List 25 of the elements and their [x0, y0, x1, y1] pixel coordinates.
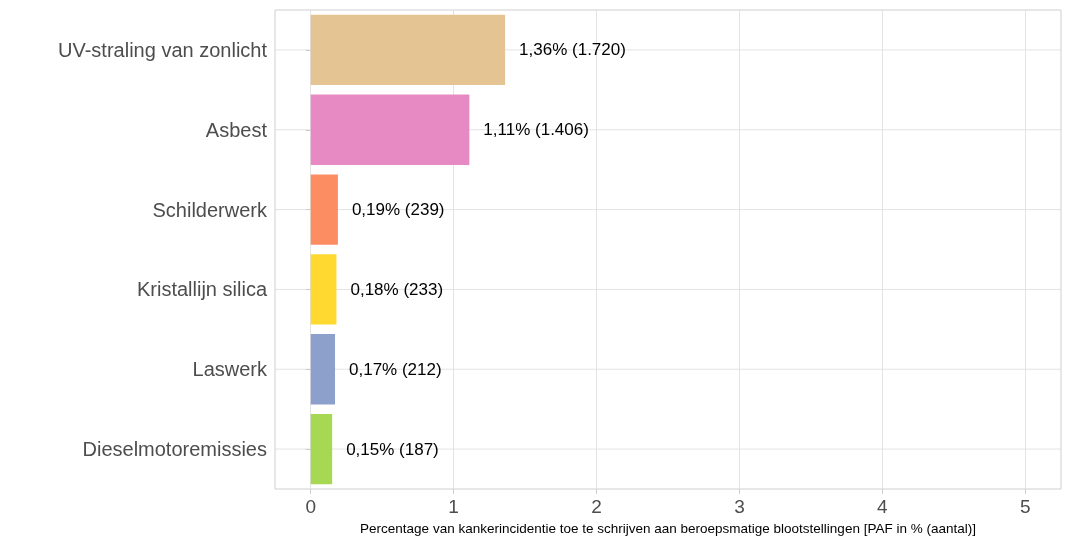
bar	[310, 14, 506, 86]
data-label: 0,19% (239)	[351, 200, 445, 220]
y-tick-label: Asbest	[205, 118, 268, 141]
y-tick-label: Kristallijn silica	[136, 278, 268, 301]
y-tick-label: Dieselmotoremissies	[82, 438, 267, 461]
bar	[310, 413, 333, 485]
x-tick-label: 4	[877, 496, 889, 517]
x-axis-title: Percentage van kankerincidentie toe te schrijven aan beroepsmatige blootstellingen [PAF in % (aantal)]	[360, 520, 976, 536]
data-label: 0,18% (233)	[350, 279, 444, 299]
data-label: 0,15% (187)	[346, 439, 439, 459]
y-tick-label: Schilderwerk	[152, 198, 268, 221]
bar	[310, 254, 337, 325]
x-tick-label: 2	[591, 496, 602, 517]
x-tick-label: 3	[734, 496, 745, 517]
data-label: 1,36% (1.720)	[519, 40, 626, 60]
x-tick-label: 0	[305, 496, 317, 517]
data-label: 1,11% (1.406)	[483, 120, 589, 140]
bar	[310, 94, 470, 165]
x-tick-label: 1	[448, 496, 459, 517]
bar	[310, 174, 338, 245]
x-tick-label: 5	[1019, 496, 1031, 517]
bar	[310, 334, 336, 405]
data-label: 0,17% (212)	[349, 359, 442, 379]
y-tick-label: UV-straling van zonlicht	[58, 38, 268, 61]
y-tick-label: Laswerk	[192, 358, 268, 381]
